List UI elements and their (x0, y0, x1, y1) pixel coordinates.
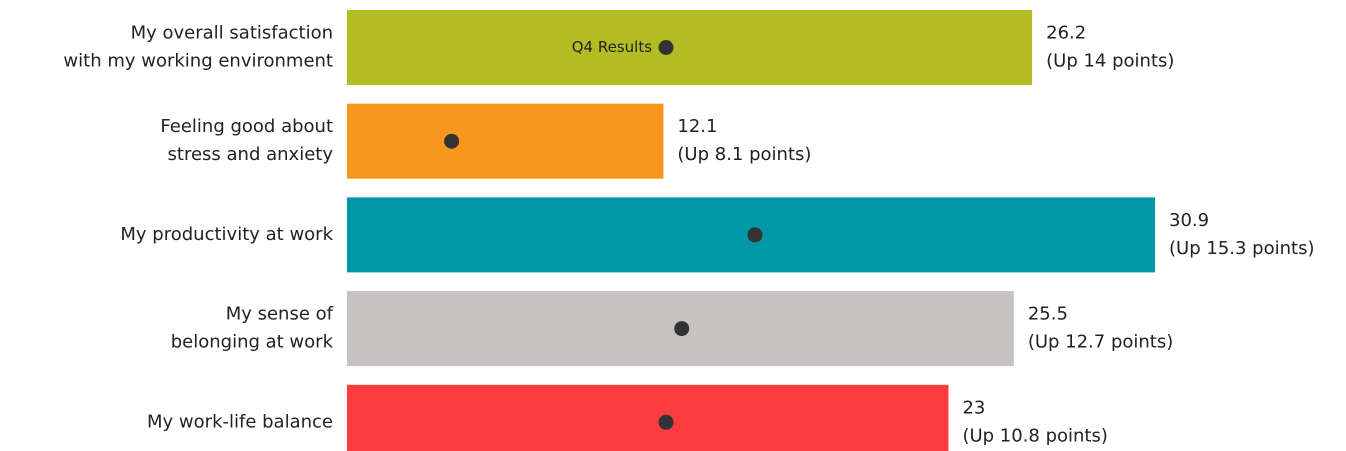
value-label: 23 (962, 397, 985, 418)
value-label: 25.5 (1028, 304, 1068, 325)
category-label: My work-life balance (147, 411, 333, 432)
bar (347, 103, 664, 179)
category-label: My productivity at work (120, 224, 333, 245)
change-label: (Up 15.3 points) (1169, 238, 1314, 259)
dot (747, 227, 763, 243)
change-label: (Up 14 points) (1046, 51, 1174, 72)
bar (347, 10, 1033, 85)
dot (658, 40, 674, 55)
change-label: (Up 12.7 points) (1028, 332, 1173, 353)
value-label: 30.9 (1169, 210, 1209, 231)
category-label: Feeling good about stress and anxiety (160, 116, 333, 165)
dot-legend: Q4 Results (572, 38, 652, 56)
category-label: My overall satisfaction with my working e… (63, 23, 333, 72)
dot (444, 133, 460, 149)
dot (658, 414, 674, 430)
value-label: 26.2 (1046, 23, 1086, 44)
value-label: 12.1 (677, 116, 717, 137)
dot (674, 321, 690, 337)
change-label: (Up 10.8 points) (962, 425, 1107, 446)
category-label: My sense of belonging at work (171, 304, 334, 353)
bar (347, 384, 949, 451)
change-label: (Up 8.1 points) (677, 144, 811, 165)
